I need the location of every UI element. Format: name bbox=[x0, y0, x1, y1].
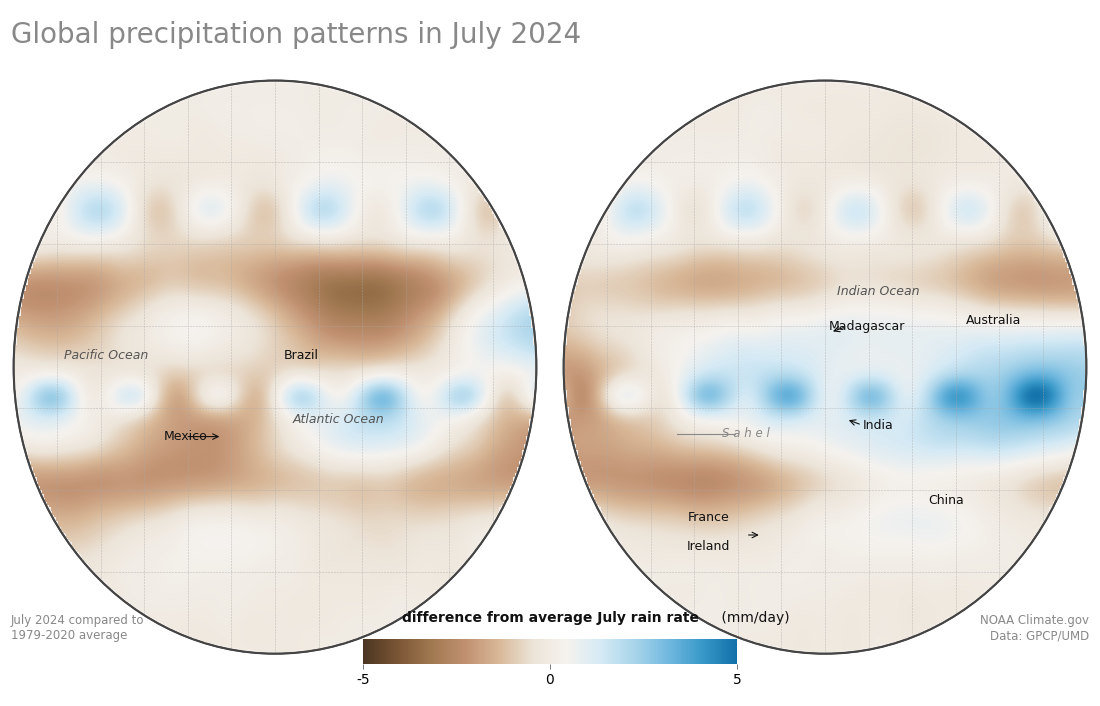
Text: Atlantic Ocean: Atlantic Ocean bbox=[293, 413, 384, 426]
Text: Global precipitation patterns in July 2024: Global precipitation patterns in July 20… bbox=[11, 21, 581, 49]
Text: India: India bbox=[862, 419, 893, 431]
Text: Madagascar: Madagascar bbox=[829, 320, 905, 333]
Text: S a h e l: S a h e l bbox=[722, 427, 770, 441]
Ellipse shape bbox=[563, 80, 1087, 654]
Text: July 2024 compared to
1979-2020 average: July 2024 compared to 1979-2020 average bbox=[11, 614, 144, 642]
Ellipse shape bbox=[13, 80, 537, 654]
Text: difference from average July rain rate: difference from average July rain rate bbox=[402, 611, 698, 625]
Text: China: China bbox=[928, 493, 965, 507]
Text: Indian Ocean: Indian Ocean bbox=[836, 285, 918, 299]
Text: Mexico: Mexico bbox=[164, 430, 207, 443]
Text: (mm/day): (mm/day) bbox=[717, 611, 790, 625]
Text: NOAA Climate.gov
Data: GPCP/UMD: NOAA Climate.gov Data: GPCP/UMD bbox=[980, 614, 1089, 642]
Text: Australia: Australia bbox=[966, 314, 1022, 328]
Text: Ireland: Ireland bbox=[688, 540, 730, 553]
Text: France: France bbox=[688, 511, 729, 524]
Text: Pacific Ocean: Pacific Ocean bbox=[64, 349, 149, 362]
Text: Brazil: Brazil bbox=[284, 349, 319, 362]
